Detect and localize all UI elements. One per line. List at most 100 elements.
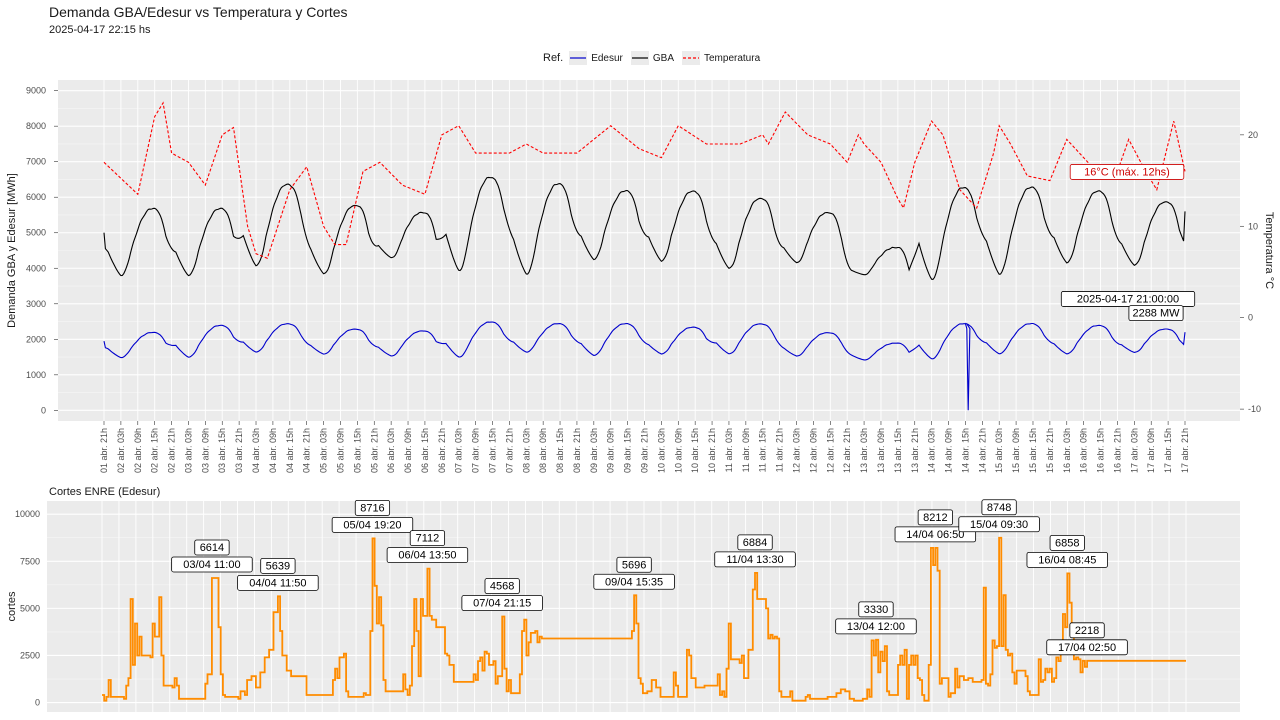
panel1-ytick-label: 3000 (26, 299, 46, 309)
panel1-xtick-label: 10 abr. 09h (673, 428, 683, 473)
annotation-cortes-time-0: 03/04 11:00 (183, 559, 240, 571)
panel1-xtick-label: 12 abr. 21h (842, 428, 852, 473)
panel1-xtick-label: 06 abr. 21h (437, 428, 447, 473)
annotation-cortes-time-6-box (714, 551, 796, 568)
panel2-ytick-label: 5000 (20, 603, 40, 613)
panel1-xtick-label: 05 abr. 03h (319, 428, 329, 473)
panel1-xtick-label: 05 abr. 15h (352, 428, 362, 473)
annotation-cortes-time-11-box (1046, 639, 1128, 656)
chart-subtitle: 2025-04-17 22:15 hs (49, 24, 151, 36)
annotation-cortes-value-2: 8716 (360, 502, 384, 514)
annotation-cortes-time-3-box (386, 547, 469, 563)
panel1-y2tick-label: 10 (1248, 221, 1258, 231)
annotation-cortes-value-3: 7112 (416, 533, 440, 545)
panel2-ytick-label: 0 (35, 698, 40, 708)
panel1-xtick-label: 08 abr. 09h (538, 428, 548, 473)
panel1-xtick-label: 03 abr. 15h (217, 428, 227, 473)
panel1-xtick-label: 13 abr. 15h (893, 428, 903, 473)
annotation-cortes-time-9: 15/04 09:30 (970, 519, 1028, 531)
annotation-cortes-time-10: 16/04 08:45 (1038, 554, 1096, 566)
annotation-temp-max-box (1069, 164, 1185, 180)
annotation-cortes-value-5: 5696 (622, 559, 646, 571)
panel1-xtick-label: 02 abr. 03h (116, 428, 126, 473)
annotation-cortes-value-8-box (917, 509, 953, 526)
annotation-cortes-time-2-box (331, 516, 414, 533)
annotation-cortes-value-8: 8212 (923, 512, 947, 524)
annotation-cortes-value-10: 6858 (1055, 537, 1079, 549)
panel1-ytick-label: 5000 (26, 228, 46, 238)
annotation-timestamp-box (1060, 291, 1196, 307)
panel1-xtick-label: 06 abr. 03h (386, 428, 396, 473)
series-line-edesur (103, 321, 1186, 411)
legend-label-gba: GBA (652, 52, 674, 64)
panel1-xtick-label: 12 abr. 03h (792, 428, 802, 473)
panel1-xtick-label: 02 abr. 21h (167, 428, 177, 473)
panel1-xtick-label: 07 abr. 21h (504, 428, 514, 473)
annotation-cortes-time-0-box (171, 556, 253, 573)
panel1-ytick-label: 9000 (26, 86, 46, 96)
panel1-ytick-label: 7000 (26, 157, 46, 167)
annotation-cortes-time-9-box (958, 516, 1040, 533)
panel1-xtick-label: 17 abr. 03h (1129, 428, 1139, 473)
annotation-cortes-value-11-box (1069, 622, 1105, 639)
panel1-xtick-label: 13 abr. 21h (910, 428, 920, 473)
series-line-cortes (102, 536, 1186, 702)
series-line-temperatura (103, 101, 1186, 260)
annotation-cortes-time-1-box (237, 574, 319, 591)
annotation-cortes-value-0-box (194, 539, 230, 556)
annotation-cortes-time-4-box (461, 595, 543, 611)
annotation-cortes-time-1: 04/04 11:50 (249, 577, 306, 589)
annotation-temp-max: 16°C (máx. 12hs) (1084, 166, 1170, 178)
panel1-xtick-label: 09 abr. 21h (640, 428, 650, 473)
annotation-cortes-time-7: 13/04 12:00 (847, 621, 905, 633)
panel1-xtick-label: 13 abr. 09h (876, 428, 886, 473)
panel1-xtick-label: 09 abr. 09h (606, 428, 616, 473)
annotation-cortes-time-3: 06/04 13:50 (398, 550, 456, 562)
annotation-cortes-time-5: 09/04 15:35 (605, 576, 663, 588)
panel1-y2label: Temperatura °C (1263, 212, 1275, 289)
annotation-cortes-value-11: 2218 (1075, 625, 1099, 637)
annotation-timestamp: 2025-04-17 21:00:00 (1077, 293, 1179, 305)
panel1-xtick-label: 04 abr. 03h (251, 428, 261, 473)
panel1-xtick-label: 11 abr. 15h (758, 428, 768, 472)
panel1-xtick-label: 03 abr. 21h (234, 428, 244, 473)
panel2-title: Cortes ENRE (Edesur) (49, 486, 160, 498)
panel2-ytick-label: 2500 (20, 650, 40, 660)
panel1-xtick-label: 04 abr. 09h (268, 428, 278, 473)
annotation-cortes-value-1-box (260, 557, 296, 574)
annotation-cortes-time-4: 07/04 21:15 (473, 598, 531, 610)
panel1-xtick-label: 05 abr. 09h (335, 428, 345, 473)
panel1-xtick-label: 17 abr. 09h (1146, 428, 1156, 473)
panel1-xtick-label: 15 abr. 03h (994, 428, 1004, 473)
annotation-cortes-value-7-box (858, 601, 894, 618)
panel1-xtick-label: 07 abr. 03h (454, 428, 464, 473)
panel1-xtick-label: 15 abr. 15h (1028, 428, 1038, 473)
annotation-cortes-value-2-box (354, 499, 391, 516)
panel1-ytick-label: 4000 (26, 263, 46, 273)
panel1-ytick-label: 2000 (26, 334, 46, 344)
annotation-cortes-time-5-box (593, 573, 675, 590)
annotation-cortes-value-1: 5639 (266, 560, 290, 572)
panel1-xtick-label: 08 abr. 03h (521, 428, 531, 473)
annotation-cortes-value-10-box (1049, 534, 1085, 551)
annotation-cortes-value-3-box (409, 530, 446, 546)
panel1-y2tick-label: -10 (1248, 404, 1261, 414)
panel1-xtick-label: 16 abr. 21h (1112, 428, 1122, 473)
panel1-xtick-label: 13 abr. 03h (859, 428, 869, 473)
panel2-background (47, 501, 1240, 712)
panel1-xtick-label: 14 abr. 21h (977, 428, 987, 473)
panel1-xtick-label: 14 abr. 09h (944, 428, 954, 473)
panel1-xtick-label: 02 abr. 15h (150, 428, 160, 473)
panel1-xtick-label: 04 abr. 21h (302, 428, 312, 473)
panel1-xtick-label: 11 abr. 21h (775, 428, 785, 472)
panel1-xtick-label: 08 abr. 15h (555, 428, 565, 473)
panel2-ytick-label: 7500 (20, 556, 40, 566)
panel1-xtick-label: 09 abr. 15h (623, 428, 633, 473)
annotation-cortes-time-11: 17/04 02:50 (1058, 642, 1116, 654)
legend-swatch-gba (630, 51, 649, 65)
legend-item-gba: GBA (630, 51, 674, 65)
panel1-xtick-label: 04 abr. 15h (285, 428, 295, 473)
panel1-xtick-label: 12 abr. 09h (808, 428, 818, 473)
panel1-y2tick-label: 20 (1248, 130, 1258, 140)
panel1-xtick-label: 09 abr. 03h (589, 428, 599, 473)
